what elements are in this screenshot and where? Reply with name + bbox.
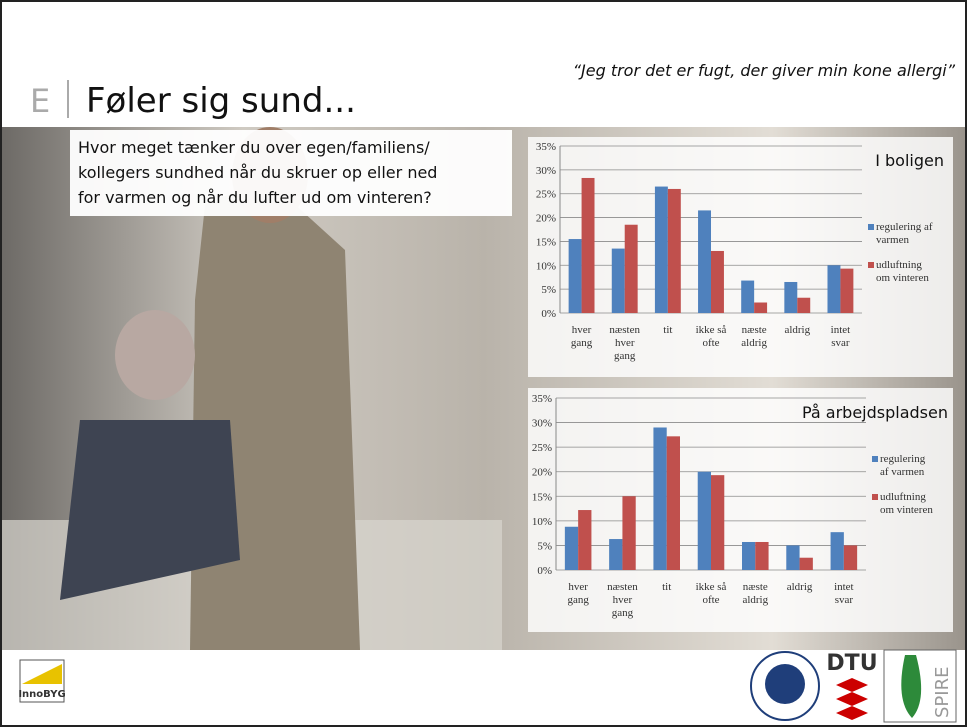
x-tick-label: tit	[662, 581, 671, 593]
bar	[612, 249, 625, 313]
bar	[786, 545, 799, 570]
y-tick-label: 15%	[536, 236, 556, 248]
y-tick-label: 25%	[536, 189, 556, 201]
page: E Føler sig sund... “Jeg tror det er fug…	[0, 0, 967, 727]
bar	[698, 210, 711, 313]
question-line: kollegers sundhed når du skruer op eller…	[78, 163, 437, 182]
y-tick-label: 5%	[537, 540, 552, 552]
y-tick-label: 15%	[532, 491, 552, 503]
bar	[755, 542, 768, 570]
quote: “Jeg tror det er fugt, der giver min kon…	[573, 61, 956, 80]
x-tick-label: tit	[663, 324, 672, 336]
bar	[578, 510, 591, 570]
bar	[711, 475, 724, 570]
slide-letter: E	[30, 82, 50, 120]
photo-baby	[115, 310, 195, 400]
bar	[667, 436, 680, 570]
y-tick-label: 20%	[532, 467, 552, 479]
question-line: Hvor meget tænker du over egen/familiens…	[78, 138, 430, 157]
x-tick-label: aldrig	[787, 581, 813, 593]
logo-sdu-tree	[765, 664, 805, 704]
bar	[742, 542, 755, 570]
bar	[625, 225, 638, 313]
bar	[831, 532, 844, 570]
bar	[609, 539, 622, 570]
logo-left: InnoBYG	[18, 689, 65, 700]
legend-swatch	[872, 494, 878, 500]
y-tick-label: 35%	[536, 141, 556, 153]
logo-spire: SPIRE	[932, 667, 953, 718]
bar	[698, 472, 711, 570]
bar	[784, 282, 797, 313]
y-tick-label: 0%	[541, 308, 556, 320]
legend-swatch	[868, 262, 874, 268]
y-tick-label: 20%	[536, 213, 556, 225]
legend-swatch	[872, 456, 878, 462]
logo-dtu-mark	[836, 678, 868, 720]
chart-title: På arbejdspladsen	[802, 403, 948, 422]
bar	[569, 239, 582, 313]
bar	[622, 496, 635, 570]
bar	[668, 189, 681, 313]
y-tick-label: 35%	[532, 393, 552, 405]
bar	[741, 281, 754, 313]
legend-swatch	[868, 224, 874, 230]
y-tick-label: 5%	[541, 284, 556, 296]
bar	[582, 178, 595, 313]
bar	[827, 265, 840, 313]
bar	[565, 527, 578, 570]
y-tick-label: 0%	[537, 565, 552, 577]
question-line: for varmen og når du lufter ud om vinter…	[78, 188, 432, 207]
y-tick-label: 25%	[532, 442, 552, 454]
bar	[797, 298, 810, 313]
chart-title: I boligen	[875, 151, 944, 170]
bar	[653, 427, 666, 570]
y-tick-label: 10%	[532, 516, 552, 528]
bar	[711, 251, 724, 313]
x-tick-label: aldrig	[784, 324, 810, 336]
y-tick-label: 30%	[532, 418, 552, 430]
bar	[840, 269, 853, 313]
slide: E Føler sig sund... “Jeg tror det er fug…	[0, 0, 967, 727]
bar	[754, 303, 767, 313]
y-tick-label: 10%	[536, 260, 556, 272]
bar	[800, 558, 813, 570]
y-tick-label: 30%	[536, 165, 556, 177]
slide-title: Føler sig sund...	[86, 81, 356, 121]
question: Hvor meget tænker du over egen/familiens…	[78, 138, 437, 207]
bar	[655, 187, 668, 313]
bar	[844, 545, 857, 570]
logo-dtu: DTU	[826, 651, 877, 676]
